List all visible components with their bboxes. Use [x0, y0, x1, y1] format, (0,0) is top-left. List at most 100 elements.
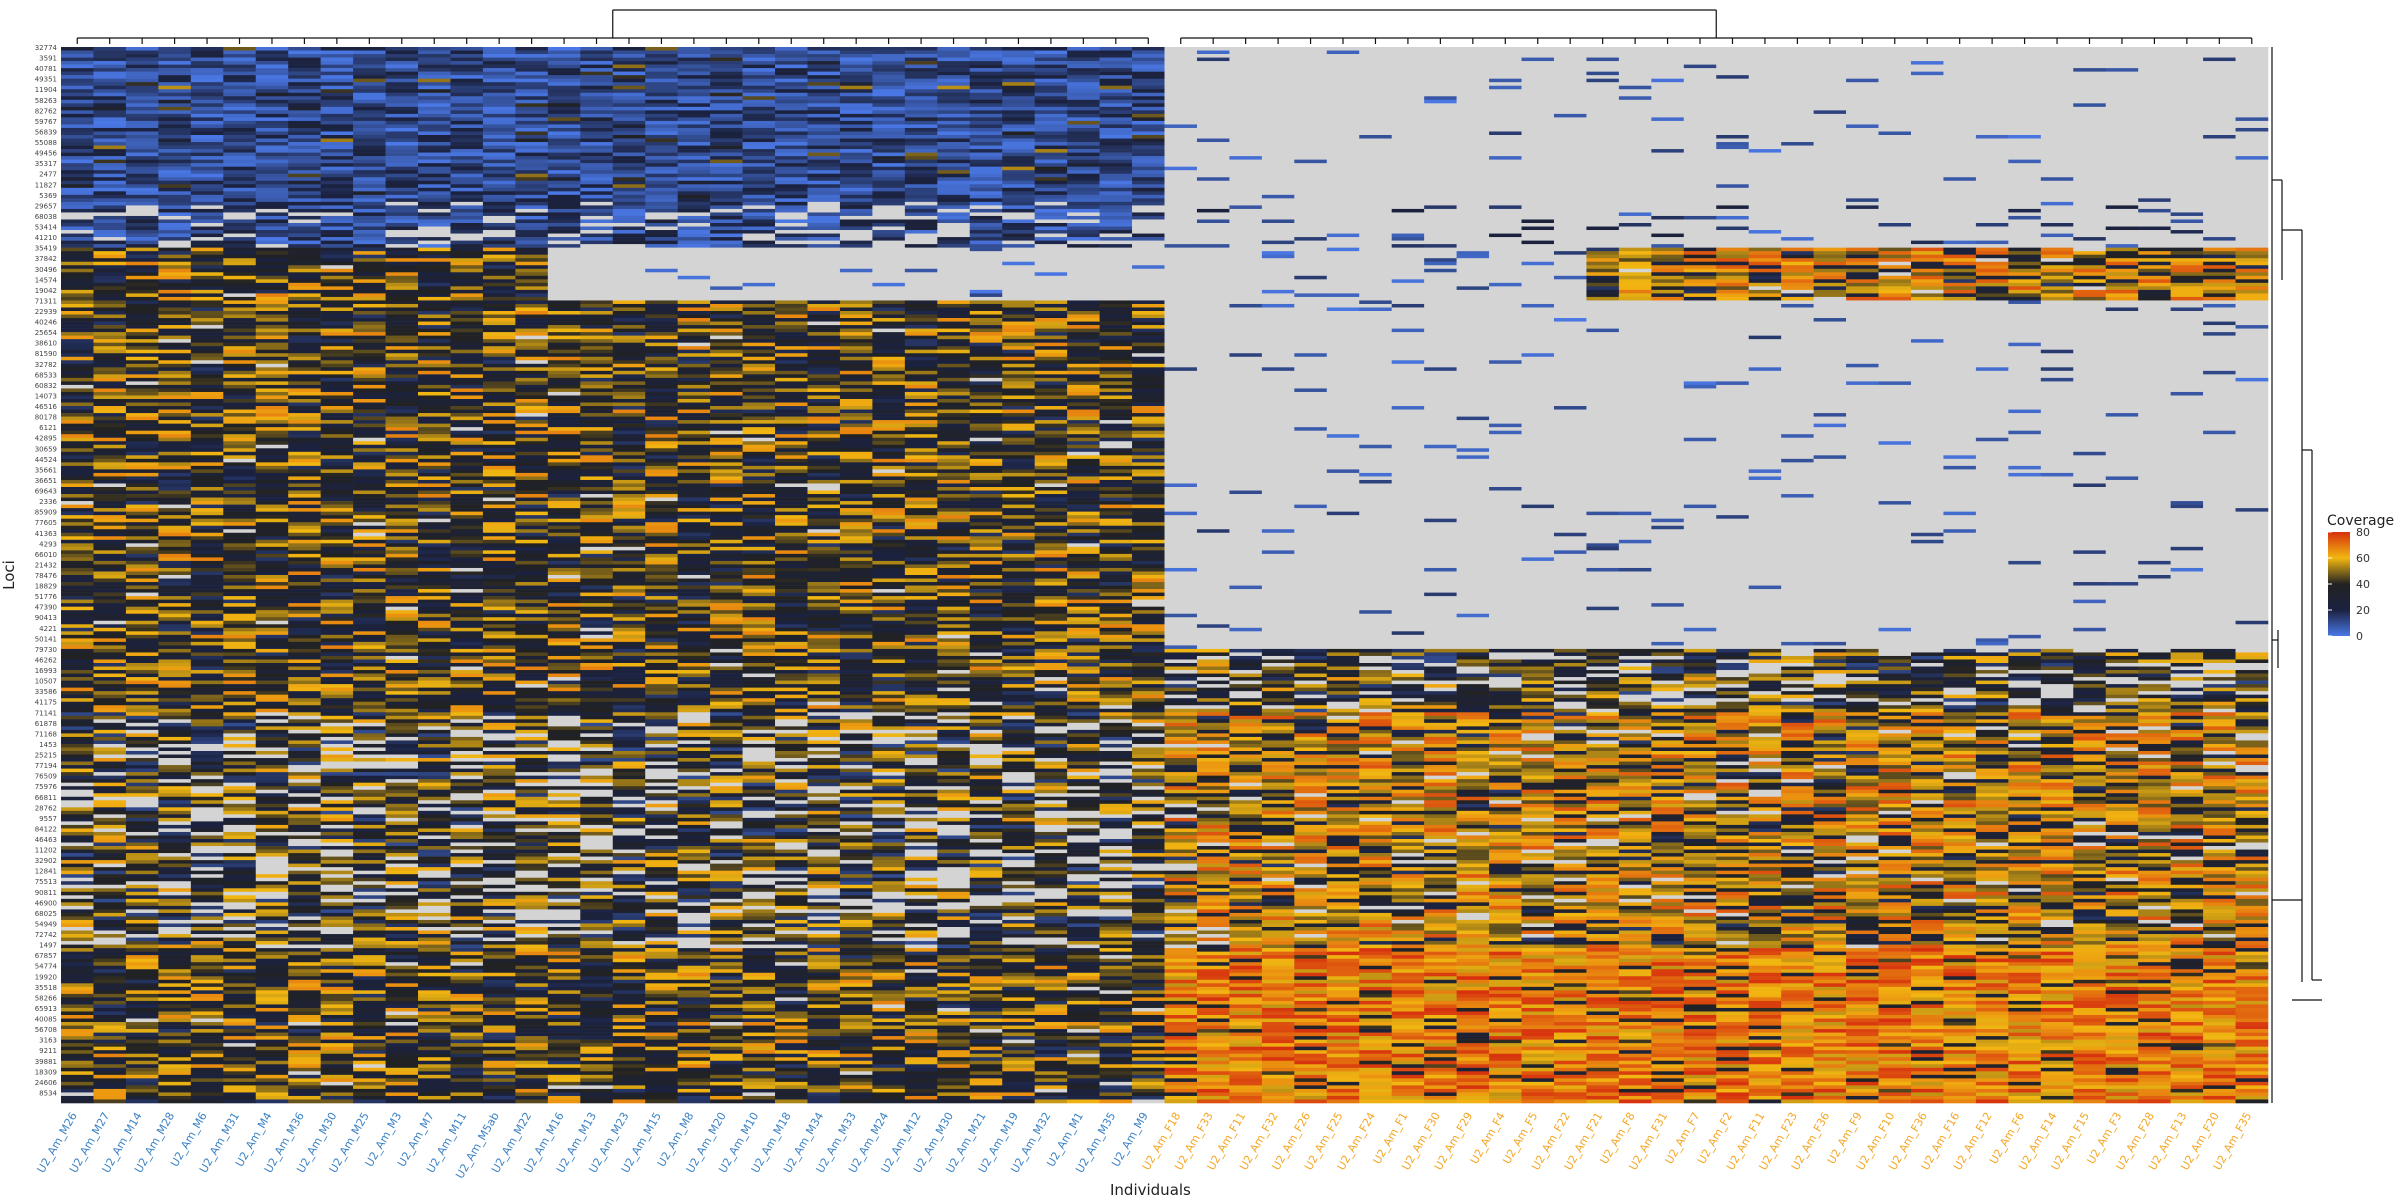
heat-cell — [1099, 124, 1133, 129]
heat-cell — [2073, 244, 2107, 248]
heat-cell — [1781, 127, 1814, 132]
heat-cell — [677, 106, 711, 111]
heat-cell — [482, 85, 516, 90]
heat-cell — [1164, 223, 1198, 227]
heat-cell — [1846, 163, 1879, 167]
heat-cell — [839, 47, 873, 51]
heat-cell — [125, 124, 159, 129]
heat-cell — [2073, 103, 2107, 108]
heat-cell — [190, 152, 224, 157]
heat-cell — [1943, 142, 1977, 146]
heat-cell — [450, 286, 484, 291]
heat-cell — [158, 166, 192, 171]
heat-cell — [839, 99, 873, 104]
heat-cell — [1002, 142, 1035, 146]
heat-cell — [839, 85, 873, 90]
heat-cell — [2138, 117, 2171, 122]
heat-cell — [158, 61, 192, 65]
heat-cell — [2235, 272, 2269, 277]
heat-cell — [2073, 57, 2107, 62]
heat-cell — [223, 82, 257, 87]
heat-cell — [1326, 230, 1360, 234]
heat-cell — [2138, 296, 2171, 301]
heat-cell — [1424, 106, 1457, 111]
heat-cell — [320, 106, 354, 111]
heat-cell — [904, 89, 938, 94]
heat-cell — [612, 50, 646, 55]
heat-cell — [1067, 47, 1100, 51]
heat-cell — [580, 110, 614, 115]
heat-cell — [1716, 187, 1750, 192]
heat-cell — [1034, 131, 1068, 136]
heat-cell — [710, 201, 743, 206]
heat-cell — [1748, 166, 1782, 171]
heat-cell — [158, 124, 192, 129]
heat-cell — [2203, 68, 2236, 72]
heat-cell — [2170, 219, 2204, 224]
heat-cell — [61, 261, 94, 266]
heat-cell — [255, 226, 289, 231]
heat-cell — [1261, 191, 1295, 196]
heat-cell — [1521, 191, 1555, 196]
heat-cell — [1943, 230, 1977, 234]
heat-cell — [255, 251, 289, 255]
heat-cell — [1878, 75, 1912, 79]
heat-cell — [2138, 156, 2171, 160]
heat-cell — [1326, 103, 1360, 108]
heat-cell — [1489, 145, 1522, 150]
heat-cell — [1683, 68, 1717, 72]
heat-cell — [1651, 152, 1685, 157]
heat-cell — [872, 82, 906, 87]
heat-cell — [125, 275, 159, 280]
heat-cell — [482, 272, 516, 277]
heat-cell — [1196, 68, 1230, 72]
heat-cell — [1878, 106, 1912, 111]
heat-cell — [580, 198, 614, 203]
heat-cell — [2008, 163, 2042, 167]
heat-cell — [2040, 131, 2074, 136]
heat-cell — [1196, 233, 1230, 238]
heat-cell — [1164, 233, 1198, 238]
heat-cell — [1261, 96, 1295, 101]
heat-cell — [580, 275, 614, 280]
heat-cell — [612, 131, 646, 136]
heat-cell — [1359, 166, 1392, 171]
heat-cell — [839, 138, 873, 143]
heat-cell — [450, 247, 484, 252]
heat-cell — [450, 54, 484, 58]
heat-cell — [807, 152, 841, 157]
heat-cell — [872, 223, 906, 227]
heat-cell — [2170, 124, 2204, 129]
heat-cell — [937, 170, 971, 175]
heat-cell — [1456, 286, 1490, 291]
heat-cell — [1359, 110, 1392, 115]
heat-cell — [1943, 163, 1977, 167]
heat-cell — [1683, 261, 1717, 266]
heat-cell — [547, 184, 581, 189]
heat-cell — [1489, 78, 1522, 83]
heat-cell — [1651, 82, 1685, 87]
heat-cell — [515, 124, 549, 129]
heat-cell — [93, 89, 127, 94]
heat-cell — [645, 163, 678, 167]
heat-cell — [450, 180, 484, 185]
heat-cell — [125, 149, 159, 153]
heat-cell — [288, 99, 321, 104]
heat-cell — [547, 117, 581, 122]
heat-cell — [1586, 194, 1620, 199]
heat-cell — [1132, 89, 1165, 94]
heat-cell — [1002, 254, 1035, 259]
heat-cell — [482, 194, 516, 199]
heat-cell — [839, 163, 873, 167]
heat-cell — [612, 198, 646, 203]
heat-cell — [1034, 127, 1068, 132]
heat-cell — [482, 145, 516, 150]
heat-cell — [677, 170, 711, 175]
heat-cell — [1943, 47, 1977, 51]
heat-cell — [2235, 103, 2269, 108]
heat-cell — [2235, 75, 2269, 79]
heat-cell — [1067, 85, 1100, 90]
heat-cell — [125, 296, 159, 301]
heat-cell — [1489, 103, 1522, 108]
heat-cell — [1716, 50, 1750, 55]
